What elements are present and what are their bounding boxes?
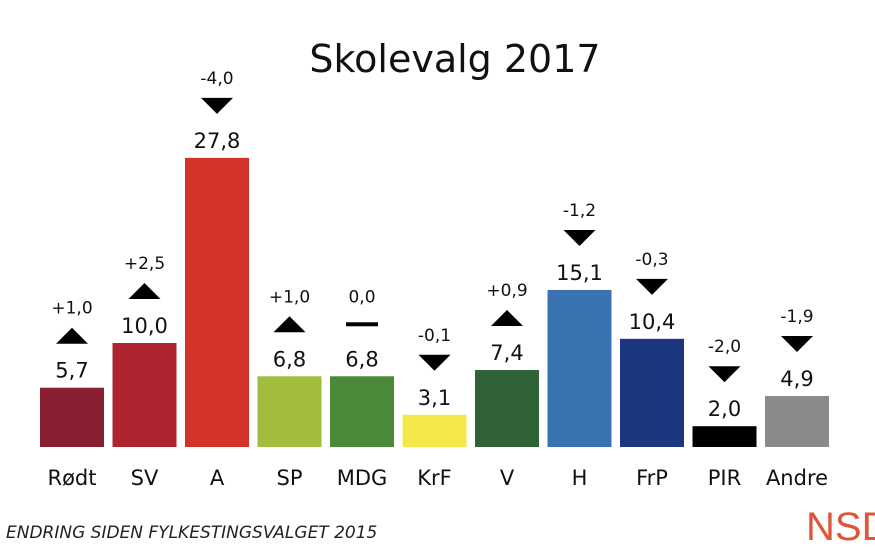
change-label: +2,5 <box>124 254 165 274</box>
category-label: SV <box>131 466 159 490</box>
bar <box>547 289 612 447</box>
change-label: -4,0 <box>200 69 233 89</box>
value-label: 10,0 <box>121 314 168 338</box>
value-label: 10,4 <box>629 310 676 334</box>
bar <box>765 396 829 447</box>
category-label: V <box>500 466 515 490</box>
change-label: -0,1 <box>418 326 451 346</box>
change-label: 0,0 <box>348 287 375 307</box>
value-label: 3,1 <box>418 386 451 410</box>
category-label: Andre <box>766 466 828 490</box>
bar <box>402 414 467 447</box>
arrow-up-icon <box>56 327 88 344</box>
chart-title: Skolevalg 2017 <box>309 37 600 81</box>
bar <box>620 338 684 447</box>
bar-group: 10,0 +2,5 SV <box>112 254 177 490</box>
arrow-down-icon <box>636 278 668 295</box>
category-label: FrP <box>636 466 668 490</box>
change-label: -1,9 <box>780 307 813 327</box>
bar-group: 2,0 -2,0 PIR <box>692 337 757 490</box>
bar <box>475 370 539 447</box>
bar <box>112 343 177 447</box>
footnote: ENDRING SIDEN FYLKESTINGSVALGET 2015 <box>6 523 377 543</box>
change-label: -2,0 <box>708 337 741 357</box>
category-label: Rødt <box>47 466 96 490</box>
arrow-down-icon <box>563 229 596 246</box>
arrow-up-icon <box>128 283 161 299</box>
value-label: 2,0 <box>708 397 741 421</box>
category-label: H <box>572 466 588 490</box>
bar-group: 3,1 -0,1 KrF <box>402 326 467 490</box>
bar <box>40 387 104 447</box>
bar <box>692 426 757 447</box>
arrow-down-icon <box>781 336 813 353</box>
bar-group: 6,8 0,0 MDG <box>330 287 394 490</box>
bar-group: 5,7 +1,0 Rødt <box>40 299 104 490</box>
bar-group: 7,4 +0,9 V <box>475 281 539 490</box>
change-label: +0,9 <box>486 281 527 301</box>
category-label: MDG <box>337 466 388 490</box>
bar-group: 4,9 -1,9 Andre <box>765 307 829 490</box>
bar <box>330 376 394 447</box>
value-label: 27,8 <box>194 129 241 153</box>
arrow-down-icon <box>418 354 451 371</box>
arrow-down-icon <box>201 97 233 114</box>
bar-group: 10,4 -0,3 FrP <box>620 250 684 490</box>
value-label: 15,1 <box>556 261 603 285</box>
arrow-up-icon <box>491 310 523 327</box>
change-label: +1,0 <box>269 287 310 307</box>
category-label: KrF <box>417 466 451 490</box>
change-label: -1,2 <box>563 201 596 221</box>
bar-group: 15,1 -1,2 H <box>547 201 612 490</box>
change-label: +1,0 <box>51 299 92 319</box>
bar <box>257 376 322 447</box>
value-label: 6,8 <box>345 347 378 371</box>
change-label: -0,3 <box>635 250 668 270</box>
value-label: 4,9 <box>780 367 813 391</box>
category-label: PIR <box>708 466 741 490</box>
bar-group: 27,8 -4,0 A <box>185 69 249 490</box>
category-label: SP <box>277 466 303 490</box>
nsd-logo: NSD <box>806 505 875 549</box>
category-label: A <box>210 466 225 490</box>
bar <box>185 157 249 447</box>
value-label: 5,7 <box>55 359 88 383</box>
value-label: 7,4 <box>490 341 523 365</box>
value-label: 6,8 <box>273 347 306 371</box>
no-change-icon <box>346 322 378 327</box>
arrow-up-icon <box>273 316 306 333</box>
arrow-down-icon <box>708 366 741 383</box>
bar-group: 6,8 +1,0 SP <box>257 287 322 490</box>
